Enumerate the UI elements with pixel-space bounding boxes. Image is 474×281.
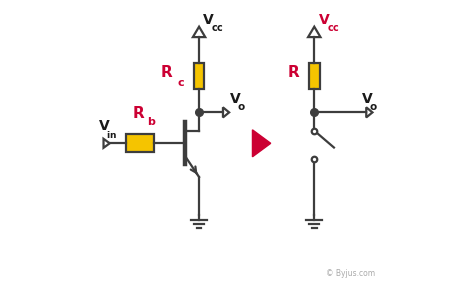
Text: $\mathbf{V}$: $\mathbf{V}$ — [98, 119, 110, 133]
Text: $\mathbf{V}$: $\mathbf{V}$ — [361, 92, 374, 106]
Text: $\mathbf{R}$: $\mathbf{R}$ — [287, 64, 300, 80]
Text: © Byjus.com: © Byjus.com — [326, 269, 374, 278]
Text: $\mathbf{cc}$: $\mathbf{cc}$ — [327, 23, 340, 33]
Text: $\mathbf{o}$: $\mathbf{o}$ — [237, 102, 246, 112]
Text: $\mathbf{o}$: $\mathbf{o}$ — [369, 102, 377, 112]
Bar — [309, 63, 319, 89]
Text: $\mathbf{c}$: $\mathbf{c}$ — [177, 78, 184, 88]
Text: $\mathbf{in}$: $\mathbf{in}$ — [106, 130, 117, 140]
Bar — [194, 63, 204, 89]
Text: $\mathbf{V}$: $\mathbf{V}$ — [319, 13, 331, 27]
Text: $\mathbf{V}$: $\mathbf{V}$ — [202, 13, 215, 27]
Text: $\mathbf{b}$: $\mathbf{b}$ — [147, 115, 156, 127]
Text: $\mathbf{R}$: $\mathbf{R}$ — [132, 105, 146, 121]
Bar — [126, 134, 154, 152]
Text: $\mathbf{V}$: $\mathbf{V}$ — [228, 92, 241, 106]
Text: $\mathbf{R}$: $\mathbf{R}$ — [160, 64, 174, 80]
Polygon shape — [253, 130, 271, 157]
Text: $\mathbf{cc}$: $\mathbf{cc}$ — [211, 23, 224, 33]
